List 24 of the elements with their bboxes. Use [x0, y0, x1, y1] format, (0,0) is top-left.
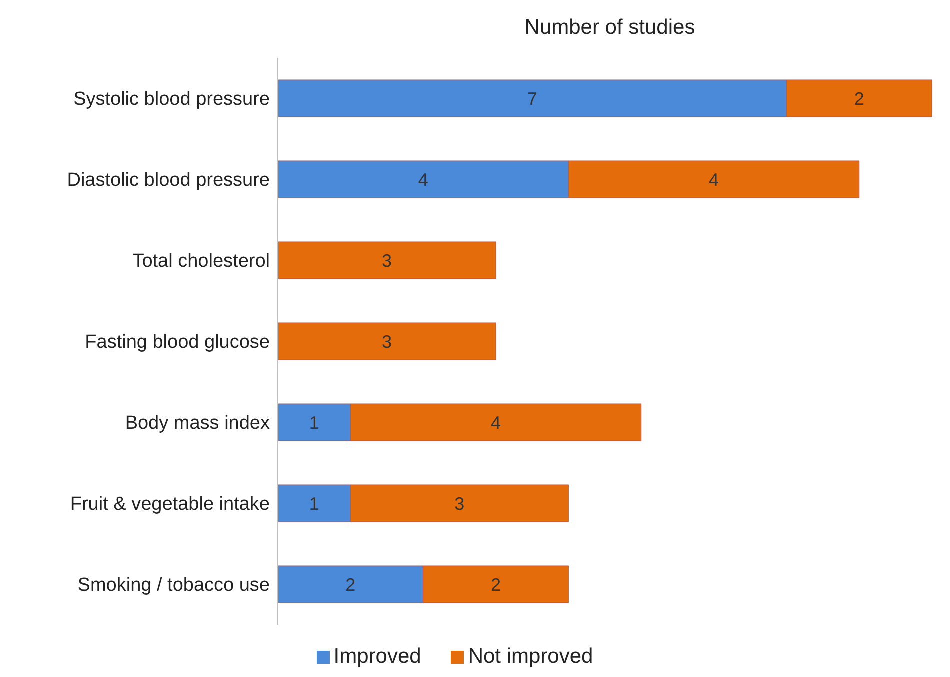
data-label: 3 [382, 332, 392, 352]
bar [278, 322, 496, 360]
y-tick-label: Diastolic blood pressure [67, 170, 270, 192]
data-label: 4 [708, 170, 720, 190]
data-label: 1 [309, 494, 320, 514]
chart-title: Number of studies [524, 15, 696, 41]
data-label: 3 [382, 250, 392, 271]
bar [278, 242, 496, 280]
legend-label: Improved [334, 645, 422, 668]
data-label: 2 [854, 88, 864, 109]
data-label: 1 [309, 412, 320, 433]
data-label: 2 [346, 574, 356, 595]
y-tick-label: Total cholesterol [132, 251, 270, 272]
data-label: 2 [490, 574, 502, 595]
y-tick-label: Fruit & vegetable intake [70, 494, 270, 516]
y-tick-label: Body mass index [125, 413, 270, 434]
y-tick-label: Smoking / tobacco use [78, 575, 270, 596]
y-tick-label: Systolic blood pressure [74, 89, 270, 110]
data-label: 3 [454, 494, 465, 514]
y-tick-label: Fasting blood glucose [85, 332, 270, 354]
data-label: 4 [490, 412, 502, 433]
data-label: 4 [418, 170, 428, 190]
data-label: 7 [527, 88, 538, 109]
legend-label: Not improved [468, 645, 594, 668]
